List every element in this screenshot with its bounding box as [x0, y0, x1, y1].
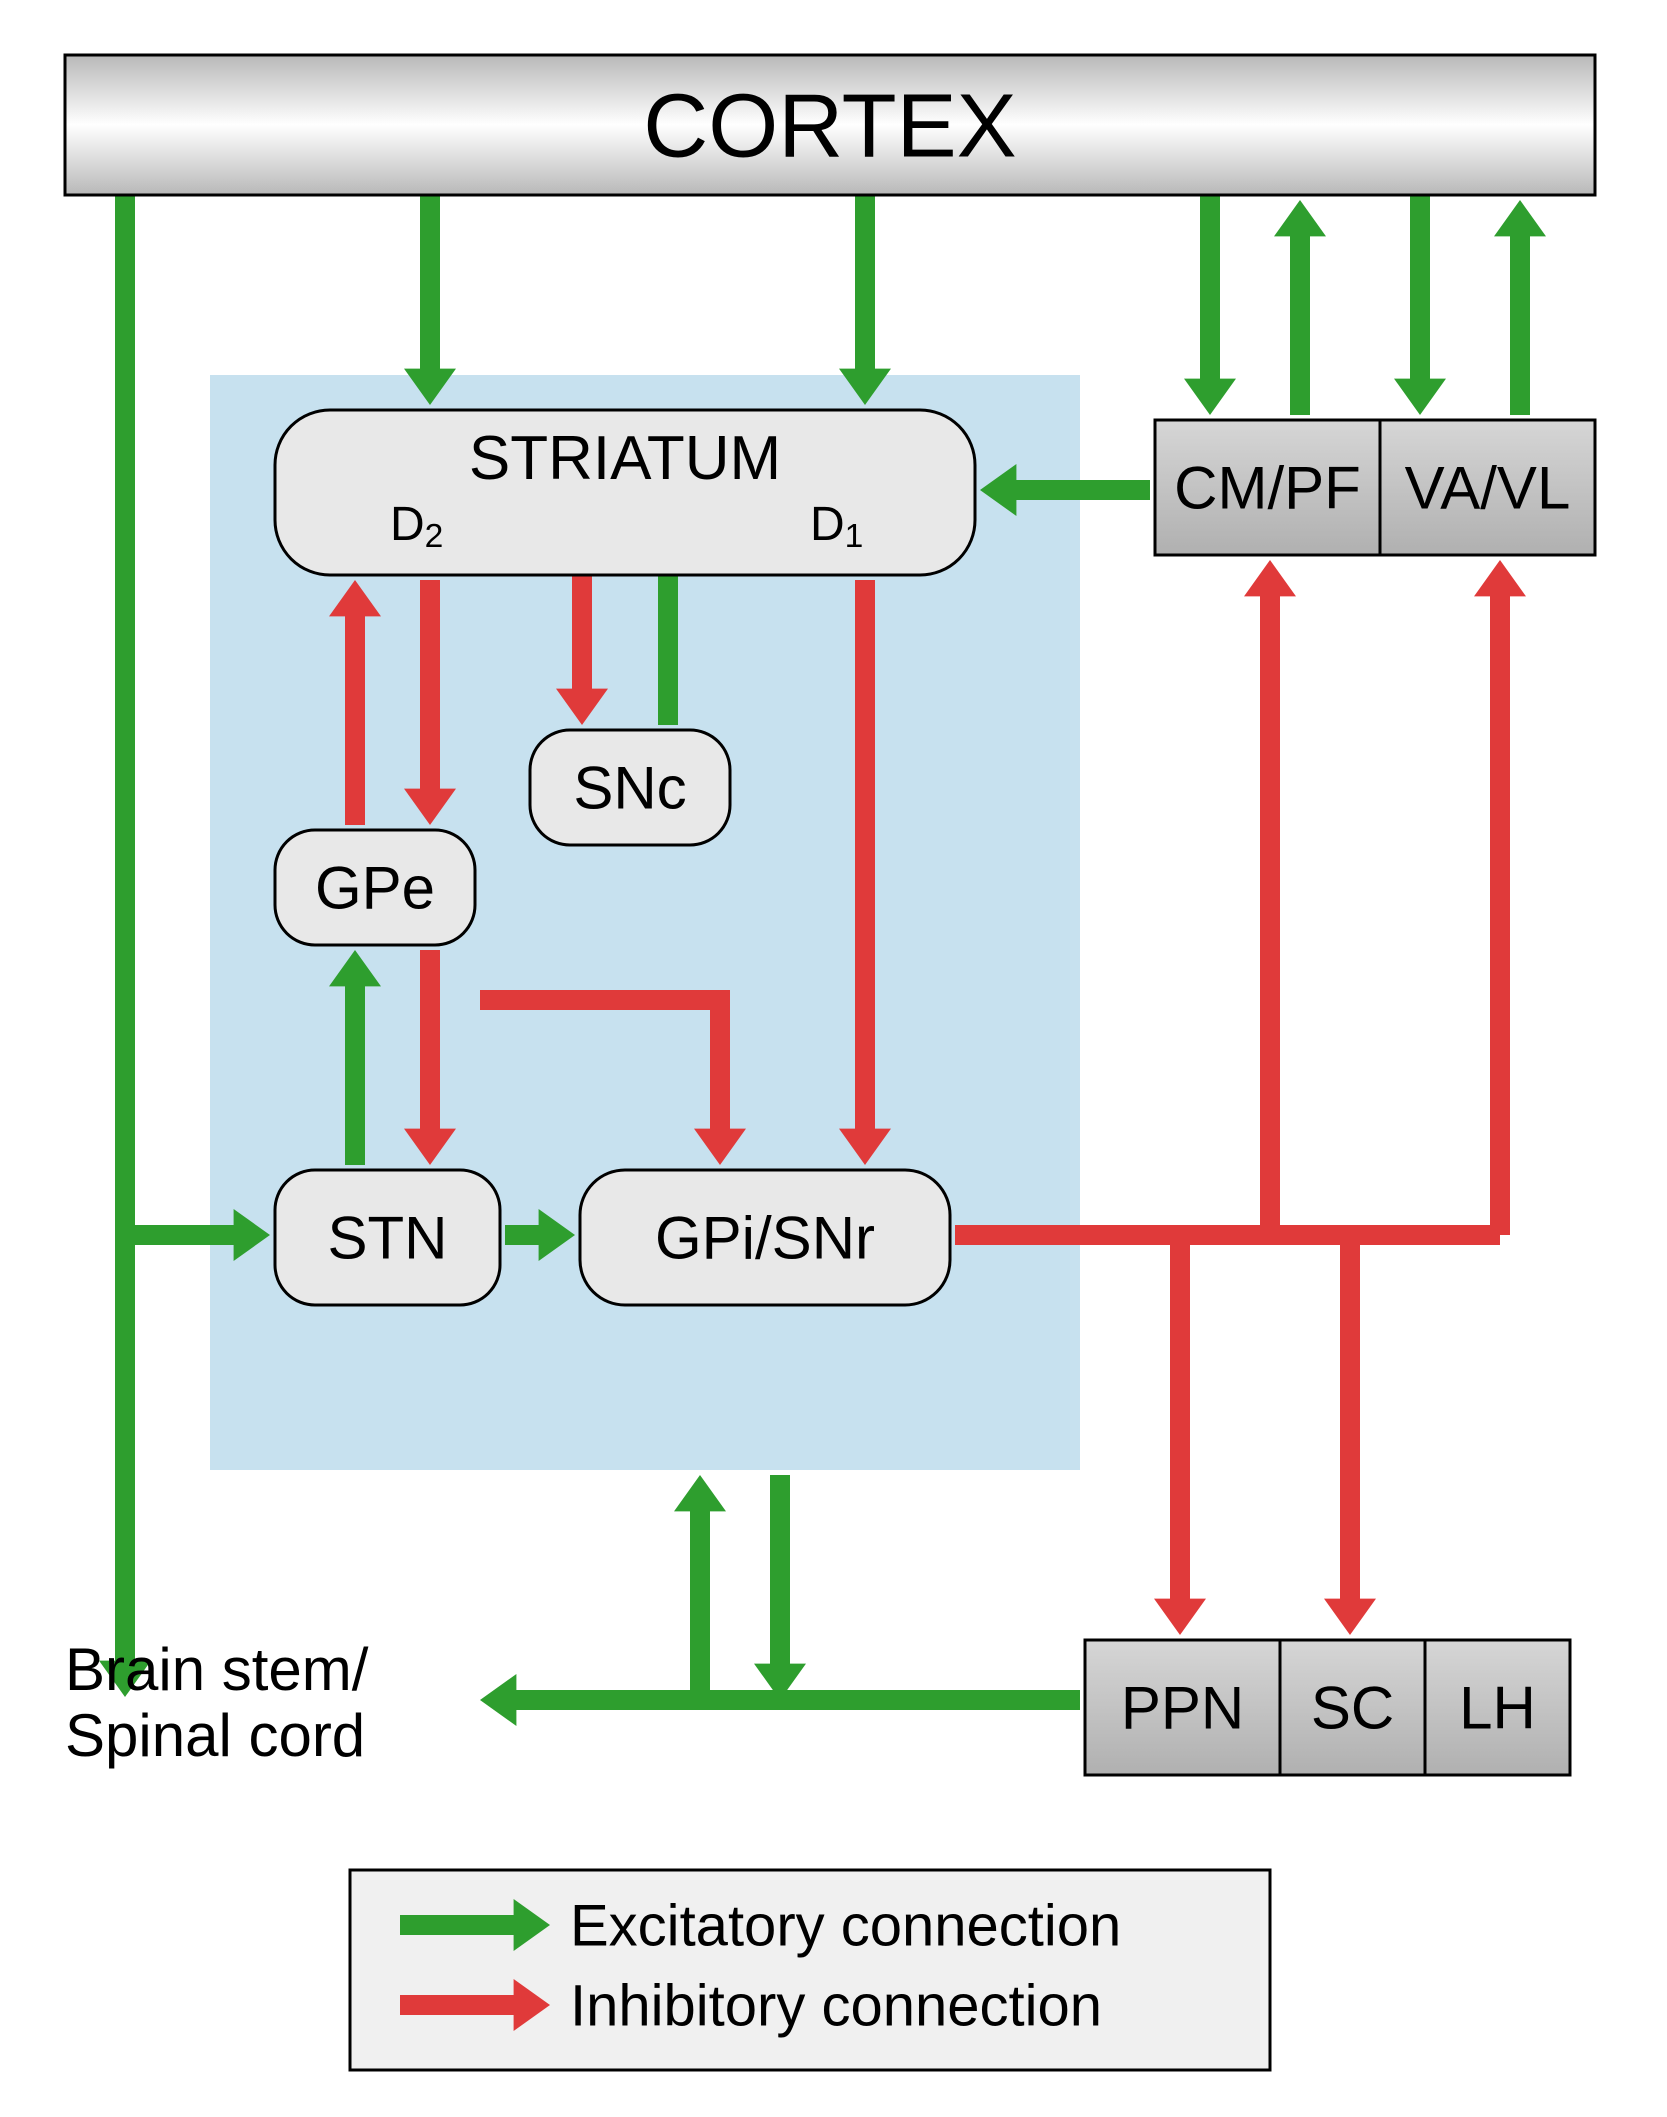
cortex-label: CORTEX — [643, 77, 1016, 177]
brainstem-label-1: Brain stem/ — [65, 1636, 369, 1703]
d2-label: D2 — [390, 498, 443, 555]
gpisnr-label: GPi/SNr — [655, 1205, 875, 1272]
stn-label: STN — [328, 1205, 448, 1272]
striatum-label: STRIATUM — [469, 424, 781, 493]
snc-label: SNc — [573, 755, 686, 822]
diagram-canvas: CORTEX STRIATUM SNc GPe STN GPi/SNr CM/PF VA/VL… — [0, 0, 1667, 2117]
gpe-label: GPe — [315, 855, 435, 922]
d1-label: D1 — [810, 498, 863, 555]
legend-item-0: Excitatory connection — [570, 1893, 1121, 1958]
legend-item-1: Inhibitory connection — [570, 1973, 1102, 2038]
arrow-layer: CORTEX STRIATUM SNc GPe STN GPi/SNr CM/PF VA/VL… — [0, 0, 1667, 2117]
ppn-label: PPN — [1121, 1675, 1244, 1742]
lh-label: LH — [1459, 1675, 1536, 1742]
sc-label: SC — [1311, 1675, 1394, 1742]
brainstem-label-2: Spinal cord — [65, 1702, 365, 1769]
vavl-label: VA/VL — [1405, 455, 1571, 522]
cmpf-label: CM/PF — [1174, 455, 1361, 522]
